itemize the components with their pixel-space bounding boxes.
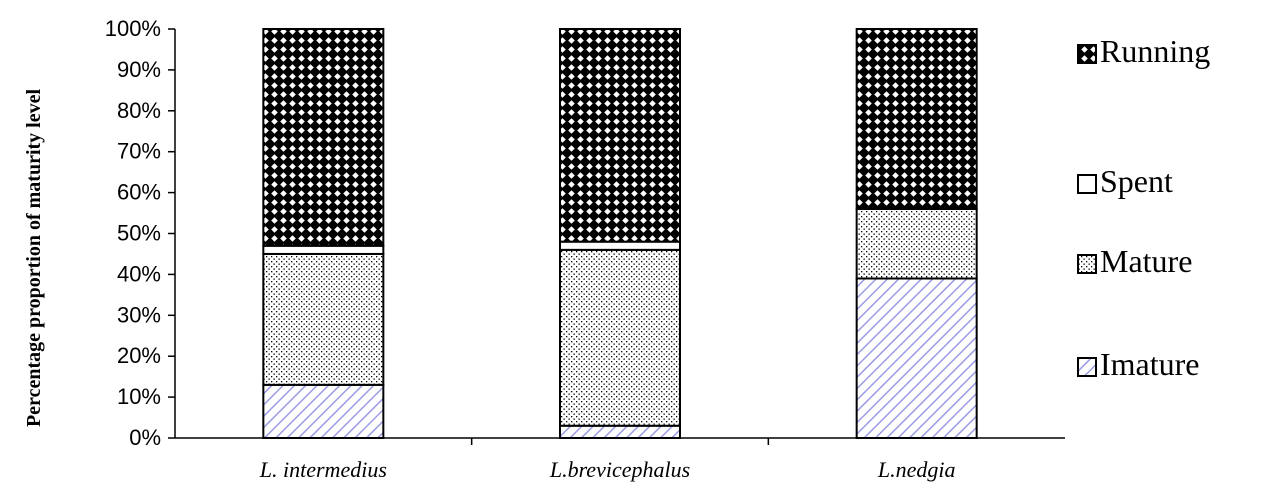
y-tick-label: 100% <box>105 16 161 41</box>
bar-segment-imature <box>262 383 385 439</box>
y-tick-label: 20% <box>117 343 161 368</box>
legend-swatch-imature <box>1077 357 1097 377</box>
legend-swatch-spent <box>1077 174 1097 194</box>
y-tick-label: 60% <box>117 180 161 205</box>
y-tick-label: 10% <box>117 384 161 409</box>
x-category-label: L. intermedius <box>259 457 387 482</box>
legend-label-mature: Mature <box>1100 243 1192 279</box>
bar-segment-imature <box>855 277 978 439</box>
y-tick-label: 70% <box>117 139 161 164</box>
bars-group <box>262 28 978 440</box>
legend-label-imature: Imature <box>1100 346 1200 382</box>
bar-segment-mature <box>262 252 385 386</box>
x-category-label: L.brevicephalus <box>549 457 690 482</box>
y-tick-label: 30% <box>117 302 161 327</box>
bar-segment-spent <box>262 244 385 255</box>
bar-segment-imature <box>559 424 681 440</box>
y-axis: 0% 10% 20% 30% 40% 50% 60% 70% 80% 90% 100% <box>105 16 176 450</box>
legend: Running Spent Mature Imature <box>1077 33 1210 382</box>
x-category-label: L.nedgia <box>877 457 956 482</box>
y-tick-label: 50% <box>117 221 161 246</box>
bar-segment-spent <box>559 240 681 251</box>
legend-swatch-running <box>1077 44 1097 64</box>
bar-segment-running <box>855 28 978 210</box>
bar-segment-running <box>559 28 681 243</box>
y-tick-label: 90% <box>117 57 161 82</box>
bar-segment-mature <box>855 207 978 280</box>
x-axis: L. intermedius L.brevicephalus L.nedgia <box>175 437 1065 482</box>
y-tick-label: 0% <box>129 425 161 450</box>
legend-label-spent: Spent <box>1100 163 1173 199</box>
y-tick-label: 40% <box>117 261 161 286</box>
legend-label-running: Running <box>1100 33 1210 69</box>
legend-swatch-mature <box>1077 254 1097 274</box>
bar-segment-running <box>262 28 385 247</box>
y-tick-label: 80% <box>117 98 161 123</box>
bar-segment-mature <box>559 248 681 427</box>
y-axis-title: Percentage proportion of maturity level <box>23 89 45 428</box>
